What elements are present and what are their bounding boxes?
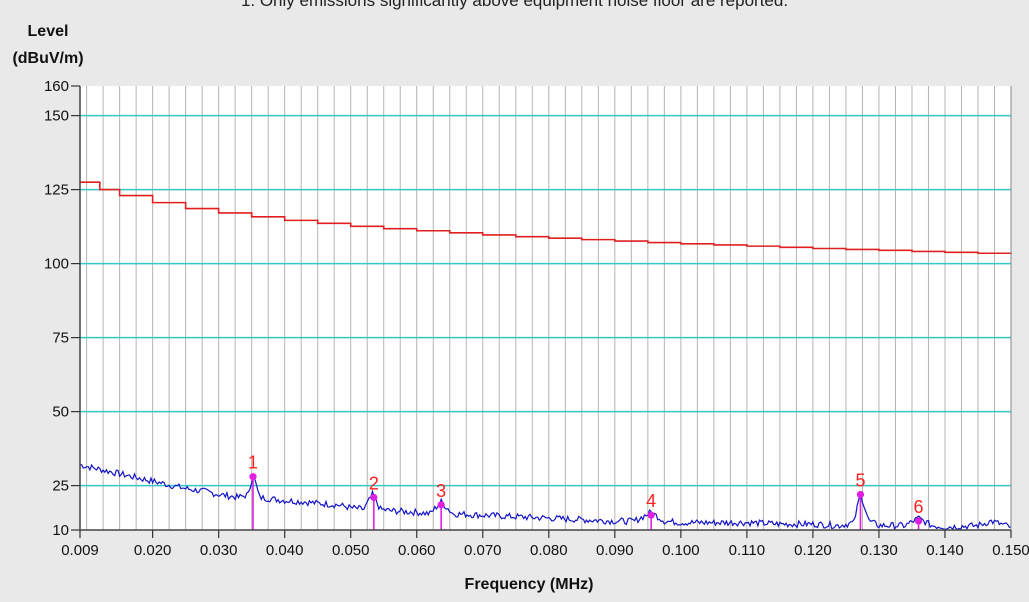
marker-label: 5 [855, 470, 865, 490]
marker-label: 2 [369, 473, 379, 493]
y-tick-label: 150 [44, 108, 69, 125]
y-axis-title-line1: Level [28, 23, 69, 40]
marker-dot [856, 490, 865, 499]
y-tick-label: 100 [44, 256, 69, 273]
x-tick-label: 0.110 [729, 542, 765, 559]
marker-label: 4 [646, 491, 656, 511]
x-tick-label: 0.030 [200, 542, 238, 559]
x-tick-label: 0.120 [794, 542, 832, 559]
x-tick-label: 0.100 [662, 542, 700, 559]
series-layer [80, 181, 1012, 531]
footnote-text: 1. Only emissions significantly above eq… [240, 0, 789, 10]
x-tick-label: 0.009 [61, 542, 99, 559]
marker-label: 1 [248, 453, 258, 473]
y-axis-title-line2: (dBuV/m) [12, 50, 83, 67]
plot-area [80, 86, 1011, 530]
marker-dot [914, 517, 923, 525]
y-tick-label: 50 [52, 404, 69, 421]
x-tick-label: 0.060 [398, 542, 436, 559]
markers-layer: 1 2 3 4 5 6 [248, 453, 924, 530]
marker-label: 3 [436, 481, 446, 501]
x-tick-label: 0.040 [266, 542, 304, 559]
y-tick-label: 160 [44, 78, 69, 95]
marker-dot [647, 511, 655, 519]
x-tick-label: 0.020 [134, 542, 172, 559]
y-tick-label: 75 [52, 330, 69, 347]
x-axis-title: Frequency (MHz) [465, 576, 594, 593]
x-tick-label: 0.070 [464, 542, 502, 559]
x-tick-label: 0.080 [530, 542, 568, 559]
x-tick-label: 0.130 [860, 542, 898, 559]
marker-dot [370, 493, 378, 502]
x-tick-label: 0.090 [596, 542, 634, 559]
vertical-grid [86, 86, 995, 530]
y-tick-label: 25 [52, 478, 69, 495]
y-tick-label: 125 [44, 182, 69, 199]
x-tick-label: 0.050 [332, 542, 370, 559]
emission-trace [80, 463, 1012, 531]
x-tick-label: 0.140 [926, 542, 964, 559]
marker-dot [437, 501, 445, 509]
y-tick-label: 10 [52, 522, 69, 539]
limit-line [80, 181, 1012, 255]
marker-label: 6 [914, 497, 924, 517]
x-tick-label: 0.150 [992, 542, 1029, 559]
horizontal-grid [80, 114, 1011, 487]
marker-dot [249, 473, 257, 481]
